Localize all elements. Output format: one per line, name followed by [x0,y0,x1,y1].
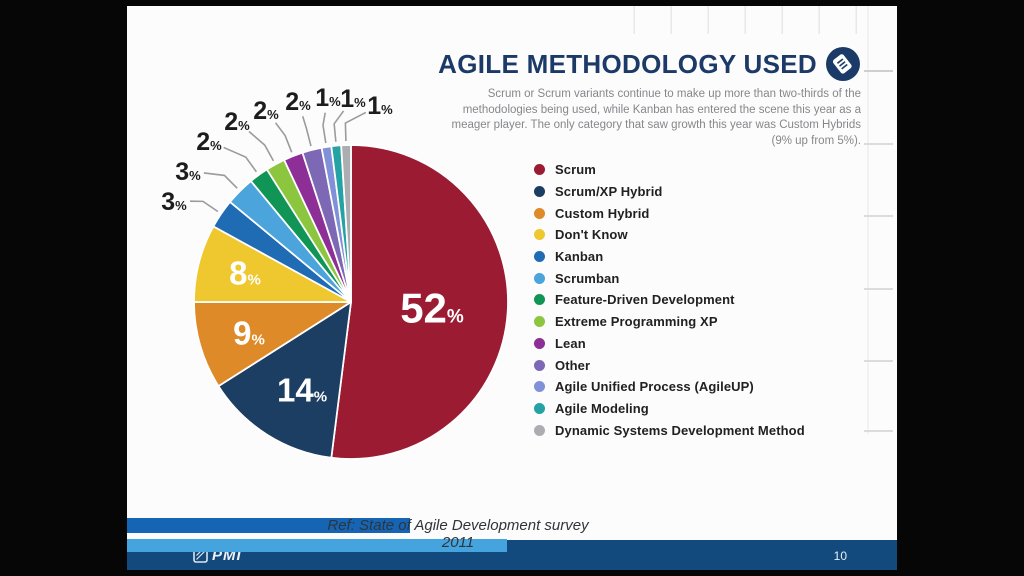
legend-label: Extreme Programming XP [555,314,718,330]
legend-label: Scrum [555,162,596,178]
background-grid-hline [864,215,893,217]
pie-slice-dynamic-systems-development-method [340,144,352,303]
legend-swatch [534,229,545,241]
legend-label: Other [555,357,591,373]
legend-swatch [534,381,545,393]
accent-bar-light [127,539,507,552]
legend-item-don-t-know: Don't Know [534,224,805,246]
legend-label: Kanban [555,249,604,265]
pie-slice-scrum-xp-hybrid [217,301,352,459]
title-block: AGILE METHODOLOGY USED Scrum or Scrum va… [409,46,861,149]
background-grid-hline [864,70,893,72]
callout-leader-line [203,172,238,189]
legend-item-kanban: Kanban [534,246,805,268]
legend-item-lean: Lean [534,333,805,355]
legend-item-scrum: Scrum [534,159,805,181]
legend-item-custom-hybrid: Custom Hybrid [534,202,805,224]
legend-swatch [534,424,545,436]
reference-text: Ref: State of Agile Development survey 2… [327,517,589,551]
callout-leader-line [274,122,293,153]
legend-item-agile-unified-process-agileup: Agile Unified Process (AgileUP) [534,376,805,398]
legend-item-dynamic-systems-development-method: Dynamic Systems Development Method [534,419,805,441]
legend-label: Scrum/XP Hybrid [555,184,663,200]
callout-leader-line [248,130,275,162]
pie-slice-custom-hybrid [193,301,352,387]
background-grid-vline [867,6,869,434]
background-grid-hline [864,430,893,432]
slide-subtitle: Scrum or Scrum variants continue to make… [451,88,862,147]
background-grid-hline [864,360,893,362]
legend-item-scrum-xp-hybrid: Scrum/XP Hybrid [534,181,805,203]
pie-chart: 52%14%9%8%3%3%2%2%2% 2% 1% 1% 1% [161,84,509,460]
legend-swatch [534,316,545,328]
legend-swatch [534,251,545,263]
legend-swatch [534,207,545,219]
legend-item-scrumban: Scrumban [534,267,805,289]
pie-callout-label-lean: 2% [253,97,279,125]
pie-callout-label-agile-unified-process-agileup: 1% [315,84,341,112]
pie-slice-scrum [330,144,509,460]
page-number: 10 [833,549,847,563]
background-grid-hline [864,288,893,290]
legend-label: Custom Hybrid [555,205,650,221]
pie-callout-label-extreme-programming-xp: 2% [224,108,250,136]
callout-leader-line [344,111,367,142]
legend-label: Agile Modeling [555,400,649,416]
legend-label: Don't Know [555,227,628,243]
slide: AGILE METHODOLOGY USED Scrum or Scrum va… [127,6,897,570]
accent-bar [127,518,410,533]
legend-label: Dynamic Systems Development Method [555,422,805,438]
callout-leader-line [322,112,327,144]
background-grid-lines [598,6,890,34]
legend-label: Lean [555,335,586,351]
legend-label: Feature-Driven Development [555,292,735,308]
pie-callout-label-feature-driven-development: 2% [196,128,222,156]
legend-swatch [534,359,545,371]
legend-swatch [534,164,545,176]
callout-leader-line [223,146,258,173]
scroll-badge-icon [825,46,861,82]
pie-callout-label-agile-modeling: 1% [340,85,366,113]
legend-item-feature-driven-development: Feature-Driven Development [534,289,805,311]
callout-leader-line [189,200,219,213]
pie-callout-label-other: 2% [285,88,311,116]
legend-swatch [534,272,545,284]
legend-swatch [534,294,545,306]
legend-item-other: Other [534,354,805,376]
callout-leader-line [301,116,312,147]
callout-leader-line [333,110,345,142]
legend-swatch [534,337,545,349]
legend-swatch [534,186,545,198]
chart-legend: Scrum Scrum/XP Hybrid Custom Hybrid Don't K… [534,159,805,441]
background-grid-hline [864,143,893,145]
legend-label: Scrumban [555,270,620,286]
legend-label: Agile Unified Process (AgileUP) [555,379,754,395]
legend-item-agile-modeling: Agile Modeling [534,398,805,420]
pie-callout-label-kanban: 3% [161,188,187,216]
slide-title: AGILE METHODOLOGY USED [438,48,817,79]
pie-callout-label-scrumban: 3% [175,158,201,186]
pie-callout-label-dynamic-systems-development-method: 1% [367,92,393,120]
legend-item-extreme-programming-xp: Extreme Programming XP [534,311,805,333]
legend-swatch [534,402,545,414]
